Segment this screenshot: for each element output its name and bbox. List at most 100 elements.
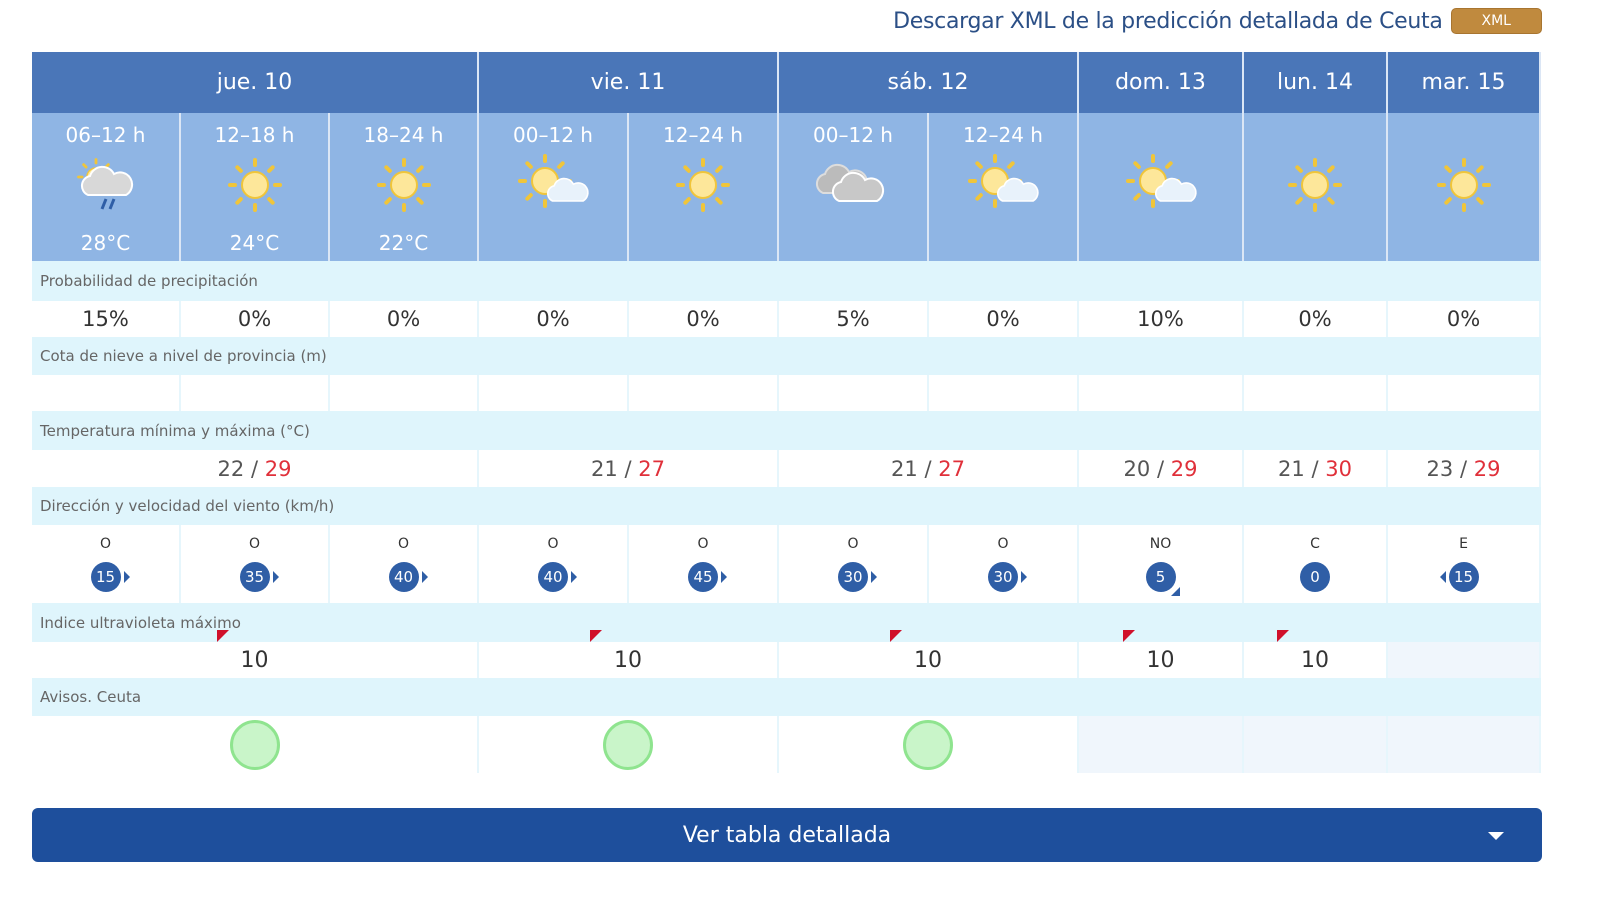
day-header: lun. 14	[1244, 52, 1388, 113]
wind-speed: 45	[693, 568, 713, 586]
chevron-down-icon	[1488, 832, 1504, 840]
wind-speed-badge: 35	[239, 562, 279, 592]
snow-value	[1244, 375, 1388, 411]
xml-button[interactable]: XML	[1450, 8, 1542, 34]
uv-number: 10	[914, 647, 942, 673]
uv-value: 10	[216, 629, 269, 673]
temp-max: 29	[1170, 456, 1198, 481]
period-cell: 12–24 h	[629, 113, 779, 261]
green-warning-icon[interactable]	[903, 719, 953, 770]
wind-direction: NO	[1149, 536, 1172, 552]
sun-cloud-icon	[1125, 154, 1197, 208]
wind-speed: 35	[244, 568, 265, 586]
precip-value: 5%	[779, 301, 929, 337]
aviso-cell	[1244, 716, 1388, 773]
arrow-right-icon	[871, 571, 877, 583]
uv-flag-icon	[216, 629, 229, 642]
period-label: 18–24 h	[363, 123, 444, 147]
arrow-right-icon	[1021, 571, 1027, 583]
temp-separator: /	[1304, 456, 1326, 481]
arrow-right-icon	[721, 571, 727, 583]
wind-cell: E 15	[1388, 525, 1541, 603]
snow-value	[779, 375, 929, 411]
uv-flag-icon	[890, 629, 902, 642]
sun-icon	[676, 158, 730, 212]
temp-minmax: 23 / 29	[1388, 450, 1541, 487]
temp-separator: /	[244, 456, 265, 481]
snow-value	[1079, 375, 1244, 411]
period-label: 12–24 h	[963, 123, 1043, 147]
cloud-icon	[815, 163, 885, 202]
snow-value	[181, 375, 330, 411]
wind-speed-badge: 45	[688, 562, 727, 592]
temp-min: 20	[1123, 456, 1151, 481]
xml-download: Descargar XML de la predicción detallada…	[893, 8, 1542, 34]
snow-value	[1388, 375, 1541, 411]
detailed-table-button[interactable]: Ver tabla detallada	[32, 808, 1542, 862]
temp-max: 29	[1473, 456, 1501, 481]
aviso-cell	[32, 716, 479, 773]
wind-speed-badge: 0	[1300, 562, 1330, 592]
day-header: sáb. 12	[779, 52, 1079, 113]
uv-cell: 10	[32, 629, 479, 678]
wind-cell: O 40	[330, 525, 479, 603]
temp-max: 27	[938, 456, 965, 481]
period-cell: 06–12 h 28°C	[32, 113, 181, 261]
temp-separator: /	[917, 456, 939, 481]
wind-cell: O 30	[779, 525, 929, 603]
arrow-right-icon	[272, 571, 279, 583]
uv-cell: 10	[1079, 629, 1244, 678]
temp-separator: /	[1453, 456, 1474, 481]
wind-speed: 30	[843, 568, 863, 586]
wind-speed: 5	[1155, 568, 1166, 586]
day-header: vie. 11	[479, 52, 779, 113]
temp-min: 21	[591, 456, 618, 481]
wind-cell: O 35	[181, 525, 330, 603]
uv-cell: 10	[779, 629, 1079, 678]
wind-direction: O	[847, 536, 859, 552]
uv-number: 10	[1146, 647, 1175, 673]
row-label-wind: Dirección y velocidad del viento (km/h)	[32, 487, 1541, 525]
arrow-right-icon	[571, 571, 577, 583]
temp-max: 27	[638, 456, 665, 481]
wind-speed: 40	[543, 568, 563, 586]
wind-cell: O 40	[479, 525, 629, 603]
temp-separator: /	[1150, 456, 1171, 481]
wind-cell: O 15	[32, 525, 181, 603]
temp-max: 29	[264, 456, 292, 481]
temp-minmax: 22 / 29	[32, 450, 479, 487]
row-label-avisos: Avisos. Ceuta	[32, 678, 1541, 716]
temp-minmax: 21 / 27	[779, 450, 1079, 487]
day-header: jue. 10	[32, 52, 479, 113]
period-label: 00–12 h	[513, 123, 593, 147]
precip-value: 15%	[32, 301, 181, 337]
uv-flag-icon	[1277, 629, 1289, 642]
wind-speed: 15	[95, 568, 116, 586]
wind-speed-badge: 30	[838, 562, 877, 592]
day-header: mar. 15	[1388, 52, 1541, 113]
arrow-right-icon	[421, 571, 428, 583]
green-warning-icon[interactable]	[603, 719, 653, 770]
temp-minmax: 21 / 27	[479, 450, 779, 487]
row-label-precip: Probabilidad de precipitación	[32, 261, 1541, 301]
period-cell	[1244, 113, 1388, 261]
wind-speed: 40	[393, 568, 414, 586]
period-cell: 00–12 h	[479, 113, 629, 261]
period-label: 12–18 h	[214, 123, 295, 147]
precip-value: 0%	[330, 301, 479, 337]
snow-value	[479, 375, 629, 411]
period-label: 12–24 h	[663, 123, 743, 147]
sun-icon	[376, 158, 431, 212]
green-warning-icon[interactable]	[229, 719, 280, 770]
arrow-left-icon	[1439, 571, 1446, 583]
aviso-cell	[1388, 716, 1541, 773]
wind-direction: O	[99, 536, 112, 552]
wind-direction: O	[248, 536, 261, 552]
temp-max: 30	[1325, 456, 1352, 481]
download-xml-link[interactable]: Descargar XML de la predicción detallada…	[893, 8, 1443, 34]
temp-minmax: 20 / 29	[1079, 450, 1244, 487]
aviso-cell	[1079, 716, 1244, 773]
temp-minmax: 21 / 30	[1244, 450, 1388, 487]
precip-value: 0%	[1244, 301, 1388, 337]
uv-value: 10	[1122, 629, 1175, 673]
